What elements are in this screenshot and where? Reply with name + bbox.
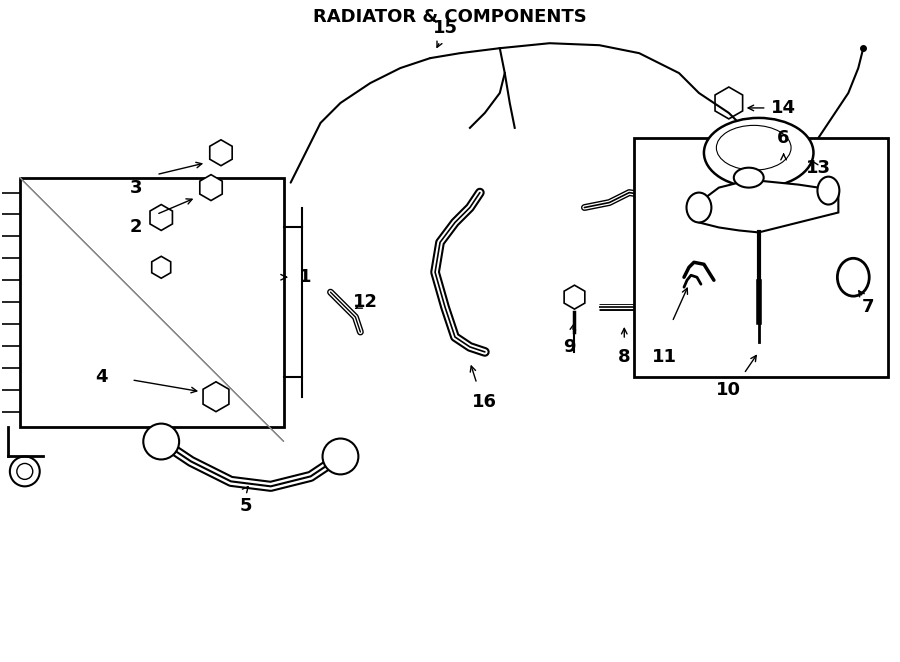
Polygon shape [150, 205, 173, 230]
Text: 14: 14 [771, 99, 796, 117]
Polygon shape [152, 256, 171, 278]
Ellipse shape [687, 193, 711, 222]
Polygon shape [200, 175, 222, 201]
Text: 4: 4 [95, 368, 108, 386]
Circle shape [143, 424, 179, 459]
Text: 10: 10 [716, 381, 742, 399]
Text: 16: 16 [472, 393, 498, 410]
Text: 13: 13 [806, 159, 831, 177]
Text: 12: 12 [353, 293, 378, 311]
Polygon shape [699, 181, 839, 232]
Text: 15: 15 [433, 19, 457, 37]
Text: 5: 5 [239, 497, 252, 515]
Text: 3: 3 [130, 179, 142, 197]
Ellipse shape [734, 167, 764, 187]
Text: 11: 11 [652, 348, 677, 366]
Text: 2: 2 [130, 218, 142, 236]
Text: 7: 7 [862, 298, 875, 316]
Circle shape [322, 438, 358, 475]
Polygon shape [210, 140, 232, 166]
Text: 1: 1 [300, 268, 312, 286]
Text: 8: 8 [618, 348, 631, 366]
Polygon shape [749, 285, 769, 309]
Polygon shape [634, 138, 888, 377]
Text: RADIATOR & COMPONENTS: RADIATOR & COMPONENTS [313, 9, 587, 26]
Ellipse shape [817, 177, 840, 205]
Polygon shape [203, 382, 229, 412]
Ellipse shape [704, 118, 814, 187]
Polygon shape [715, 87, 742, 119]
Text: 6: 6 [778, 129, 790, 147]
Polygon shape [564, 285, 585, 309]
Text: 9: 9 [563, 338, 576, 356]
